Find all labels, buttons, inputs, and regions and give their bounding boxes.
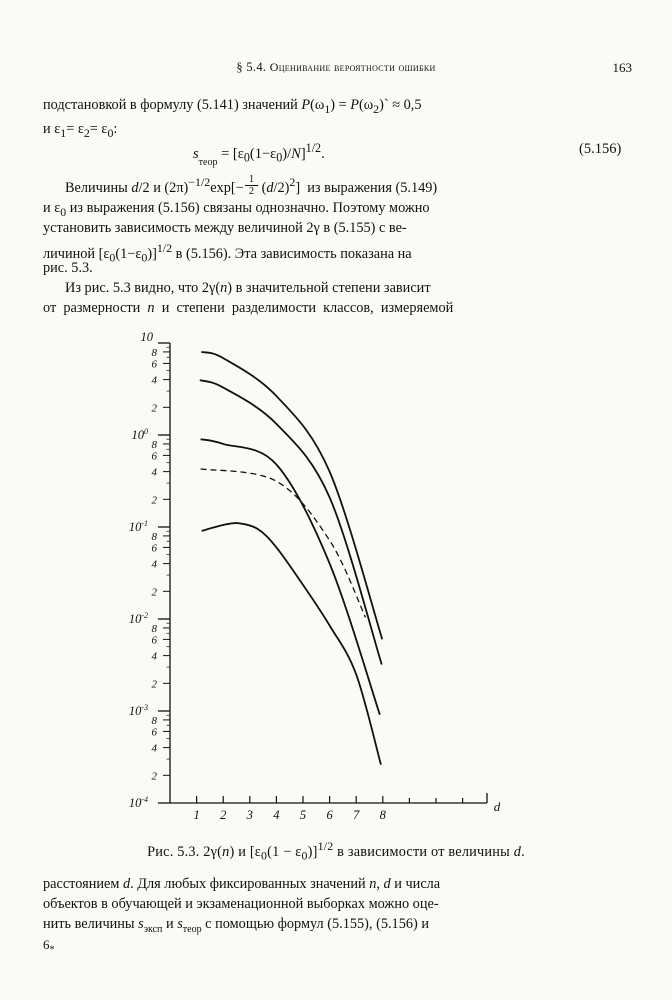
svg-text:3: 3 [246, 808, 253, 822]
svg-text:1: 1 [193, 808, 199, 822]
svg-text:8: 8 [152, 439, 158, 451]
svg-text:4: 4 [152, 559, 158, 571]
svg-text:6: 6 [326, 808, 333, 822]
svg-text:10-1: 10-1 [129, 519, 148, 534]
svg-text:8: 8 [380, 808, 387, 822]
svg-text:4: 4 [152, 375, 158, 387]
svg-text:2: 2 [152, 402, 158, 414]
svg-text:5: 5 [300, 808, 306, 822]
svg-text:8: 8 [152, 347, 158, 359]
svg-text:6: 6 [152, 358, 158, 370]
svg-text:4: 4 [152, 743, 158, 755]
svg-text:7: 7 [353, 808, 360, 822]
svg-text:10-3: 10-3 [129, 703, 148, 718]
svg-text:2: 2 [152, 586, 158, 598]
svg-text:4: 4 [152, 467, 158, 479]
svg-text:8: 8 [152, 623, 158, 635]
svg-text:2: 2 [152, 770, 158, 782]
svg-text:10-2: 10-2 [129, 611, 148, 626]
svg-text:10-4: 10-4 [129, 795, 148, 810]
svg-text:2: 2 [220, 808, 226, 822]
svg-text:6: 6 [152, 450, 158, 462]
svg-text:100: 100 [132, 427, 149, 442]
svg-text:2: 2 [152, 678, 158, 690]
svg-text:6: 6 [152, 726, 158, 738]
svg-text:2: 2 [152, 494, 158, 506]
svg-text:d: d [494, 799, 501, 814]
svg-text:4: 4 [152, 651, 158, 663]
svg-text:10: 10 [141, 330, 154, 344]
svg-text:8: 8 [152, 531, 158, 543]
svg-text:4: 4 [273, 808, 279, 822]
svg-text:6: 6 [152, 634, 158, 646]
svg-text:8: 8 [152, 715, 158, 727]
svg-text:6: 6 [152, 542, 158, 554]
